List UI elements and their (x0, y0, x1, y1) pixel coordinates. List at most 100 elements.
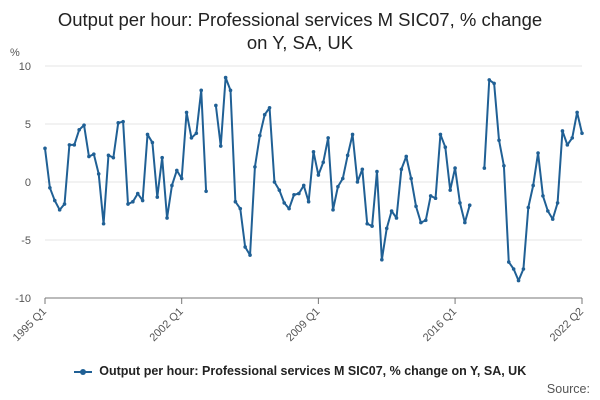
data-point (121, 119, 125, 124)
data-point (228, 88, 233, 93)
series-line (214, 76, 471, 261)
data-point (565, 143, 570, 147)
data-point (414, 204, 418, 209)
data-point (62, 202, 67, 206)
data-point (223, 75, 228, 80)
data-point (482, 166, 487, 170)
data-point (87, 154, 91, 159)
y-tick-label: -10 (15, 293, 31, 305)
data-point (409, 176, 413, 181)
x-tick-label: 1995 Q1 (11, 306, 49, 344)
data-point (394, 216, 399, 220)
x-axis: 1995 Q1 2002 Q1 2009 Q1 2016 Q1 2022 Q2 (11, 298, 586, 344)
x-tick-label: 2009 Q1 (284, 306, 322, 344)
data-point (502, 163, 506, 168)
data-point (560, 129, 565, 133)
data-point (179, 176, 184, 181)
data-point (438, 132, 443, 137)
data-point (92, 152, 96, 156)
series-line (483, 78, 583, 282)
data-point (243, 245, 247, 249)
data-point (433, 196, 438, 201)
data-point (336, 184, 340, 189)
data-point (297, 191, 301, 196)
data-point (175, 168, 179, 173)
data-point (96, 172, 101, 176)
data-point (238, 206, 243, 211)
data-point (101, 221, 106, 226)
data-point (467, 203, 472, 207)
data-point (340, 176, 345, 181)
data-point (204, 189, 208, 194)
data-point (516, 278, 521, 283)
data-point (140, 198, 145, 203)
data-point (72, 143, 77, 147)
data-point (321, 160, 326, 165)
data-point (555, 201, 560, 205)
data-point (399, 167, 404, 172)
y-axis: 10 5 0 -5 -10% (10, 47, 31, 305)
y-tick-label: -5 (21, 235, 31, 247)
data-point (48, 186, 52, 190)
x-tick-label: 2016 Q1 (421, 306, 459, 344)
data-point (292, 192, 296, 197)
source-label: Source: (546, 382, 590, 396)
data-point (404, 154, 409, 159)
data-point (331, 208, 335, 212)
x-tick-label: 2002 Q1 (147, 306, 185, 344)
data-point (306, 199, 311, 204)
data-point (267, 105, 272, 110)
data-point (497, 138, 501, 143)
data-point (233, 199, 238, 204)
data-point (531, 183, 535, 188)
data-point (580, 131, 584, 136)
data-point (145, 132, 150, 137)
data-point (184, 110, 189, 115)
data-point (272, 180, 277, 184)
data-point (375, 169, 379, 174)
data-point (316, 173, 321, 177)
legend-label: Output per hour: Professional services M… (99, 364, 527, 378)
data-point (463, 220, 467, 225)
data-point (150, 140, 155, 145)
data-point (194, 131, 199, 136)
data-point (487, 78, 492, 82)
data-point (57, 208, 62, 212)
data-point (546, 209, 550, 213)
y-tick-label: 10 (19, 61, 31, 73)
y-tick-label: 0 (25, 177, 31, 189)
legend[interactable]: Output per hour: Professional services M… (0, 364, 600, 378)
y-axis-label: % (10, 47, 20, 59)
data-point (506, 260, 511, 264)
data-point (135, 191, 140, 196)
legend-swatch (73, 367, 92, 377)
data-point (218, 144, 223, 148)
data-point (262, 112, 267, 117)
data-point (248, 253, 252, 257)
data-point (536, 151, 540, 155)
data-point (365, 221, 370, 226)
data-point (77, 128, 81, 132)
data-point (165, 216, 169, 220)
data-point (458, 201, 462, 205)
data-point (453, 166, 457, 170)
data-point (326, 136, 330, 140)
data-point (541, 194, 545, 198)
y-tick-label: 5 (25, 119, 31, 131)
data-point (155, 195, 160, 199)
data-point (370, 224, 374, 228)
data-point (189, 136, 194, 140)
data-point (526, 205, 531, 210)
data-point (106, 153, 111, 158)
data-point (199, 88, 204, 93)
gridlines (45, 65, 582, 299)
data-point (511, 267, 516, 271)
data-point (282, 201, 287, 205)
data-point (287, 206, 291, 211)
data-point (350, 132, 355, 137)
data-point (575, 110, 579, 115)
data-point (311, 150, 316, 154)
data-point (428, 194, 433, 198)
data-point (43, 146, 47, 151)
